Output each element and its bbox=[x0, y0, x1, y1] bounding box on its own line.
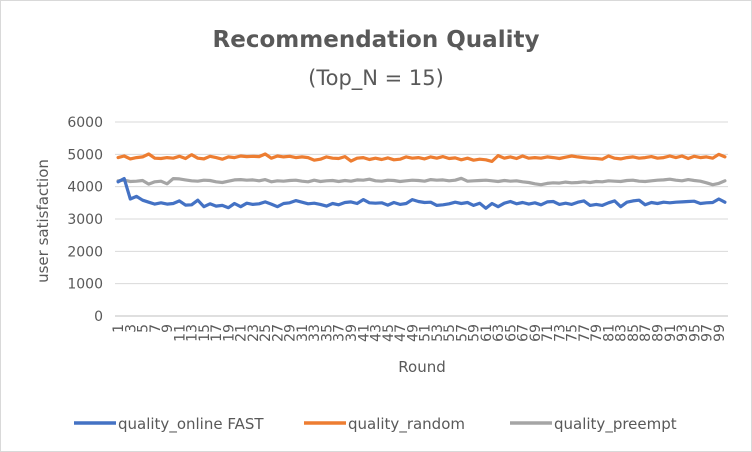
chart-title: Recommendation Quality bbox=[213, 27, 540, 53]
y-tick-label: 2000 bbox=[67, 244, 103, 260]
x-tick-label: 57 bbox=[454, 324, 470, 342]
x-tick-label: 79 bbox=[589, 324, 605, 342]
y-tick-label: 0 bbox=[94, 309, 103, 325]
x-tick-label: 37 bbox=[332, 324, 348, 342]
x-tick-label: 53 bbox=[430, 324, 446, 342]
legend-label-2: quality_preempt bbox=[554, 415, 677, 434]
series-line-1 bbox=[116, 152, 727, 163]
x-tick-label: 1 bbox=[111, 324, 127, 333]
x-tick-label: 67 bbox=[516, 324, 532, 342]
x-tick-label: 31 bbox=[295, 324, 311, 342]
x-tick-label: 11 bbox=[172, 324, 188, 342]
x-tick-label: 95 bbox=[687, 324, 703, 342]
x-axis-label: Round bbox=[398, 358, 445, 376]
x-axis-ticks: 1357911131517192123252729313335373941434… bbox=[111, 324, 728, 342]
x-tick-label: 75 bbox=[565, 324, 581, 342]
y-tick-label: 4000 bbox=[67, 180, 103, 196]
x-tick-label: 69 bbox=[528, 324, 544, 342]
y-tick-label: 1000 bbox=[67, 277, 103, 293]
x-tick-label: 97 bbox=[700, 324, 716, 342]
x-tick-label: 15 bbox=[197, 324, 213, 342]
x-tick-label: 3 bbox=[123, 324, 139, 333]
x-tick-label: 35 bbox=[319, 324, 335, 342]
gridlines bbox=[115, 121, 728, 317]
x-tick-label: 71 bbox=[540, 324, 556, 342]
x-tick-label: 23 bbox=[246, 324, 262, 342]
y-tick-label: 5000 bbox=[67, 147, 103, 163]
x-tick-label: 55 bbox=[442, 324, 458, 342]
x-tick-label: 77 bbox=[577, 324, 593, 342]
x-tick-label: 63 bbox=[491, 324, 507, 342]
legend-label-0: quality_online FAST bbox=[118, 415, 264, 434]
x-tick-label: 41 bbox=[356, 324, 372, 342]
x-tick-label: 85 bbox=[626, 324, 642, 342]
legend-label-1: quality_random bbox=[348, 415, 465, 434]
x-tick-label: 13 bbox=[185, 324, 201, 342]
x-tick-label: 73 bbox=[552, 324, 568, 342]
series-line-0 bbox=[116, 177, 727, 210]
x-tick-label: 51 bbox=[418, 324, 434, 342]
x-tick-label: 93 bbox=[675, 324, 691, 342]
x-tick-label: 47 bbox=[393, 324, 409, 342]
x-tick-label: 29 bbox=[283, 324, 299, 342]
x-tick-label: 49 bbox=[405, 324, 421, 342]
x-tick-label: 43 bbox=[369, 324, 385, 342]
x-tick-label: 27 bbox=[270, 324, 286, 342]
y-axis-label: user satisfaction bbox=[34, 159, 52, 283]
x-tick-label: 45 bbox=[381, 324, 397, 342]
series-lines bbox=[116, 152, 727, 210]
legend: quality_online FAST quality_random quality… bbox=[74, 415, 677, 434]
x-tick-label: 5 bbox=[136, 324, 152, 333]
x-tick-label: 83 bbox=[614, 324, 630, 342]
x-tick-label: 7 bbox=[148, 324, 164, 333]
y-tick-label: 3000 bbox=[67, 212, 103, 228]
x-tick-label: 21 bbox=[234, 324, 250, 342]
y-axis-ticks: 0 1000 2000 3000 4000 5000 6000 bbox=[67, 115, 103, 325]
x-tick-label: 61 bbox=[479, 324, 495, 342]
x-tick-label: 91 bbox=[663, 324, 679, 342]
x-tick-label: 87 bbox=[638, 324, 654, 342]
x-tick-label: 33 bbox=[307, 324, 323, 342]
y-tick-label: 6000 bbox=[67, 115, 103, 131]
series-line-2 bbox=[116, 176, 727, 187]
x-tick-label: 9 bbox=[160, 324, 176, 333]
x-tick-label: 19 bbox=[221, 324, 237, 342]
chart-subtitle: (Top_N = 15) bbox=[308, 66, 444, 91]
x-tick-label: 39 bbox=[344, 324, 360, 342]
x-tick-label: 17 bbox=[209, 324, 225, 342]
x-tick-label: 99 bbox=[712, 324, 728, 342]
x-tick-label: 65 bbox=[503, 324, 519, 342]
x-tick-label: 89 bbox=[651, 324, 667, 342]
x-tick-label: 81 bbox=[601, 324, 617, 342]
x-tick-label: 25 bbox=[258, 324, 274, 342]
x-tick-label: 59 bbox=[467, 324, 483, 342]
